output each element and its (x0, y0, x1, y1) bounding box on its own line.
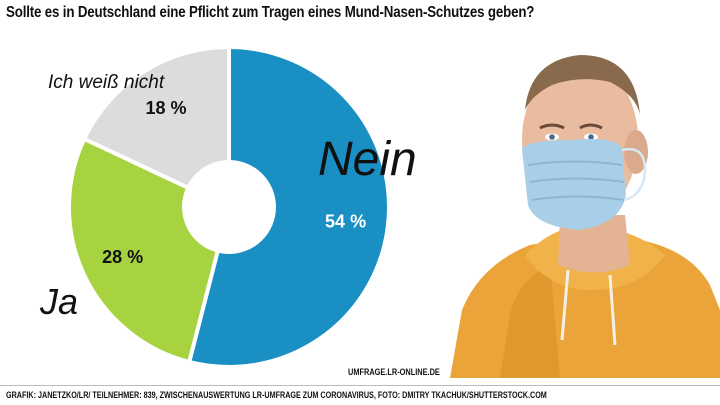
credits-text: GRAFIK: JANETZKO/LR/ TEILNEHMER: 839, ZW… (6, 390, 547, 400)
source-url: UMFRAGE.LR-ONLINE.DE (348, 367, 440, 377)
category-label-ja: Ja (40, 281, 79, 322)
value-label-ich-weiss-nicht: 18 % (146, 98, 187, 118)
donut-chart: 54 % 28 % 18 % (67, 44, 391, 369)
slice-nein (186, 44, 391, 369)
category-label-ich-weiss-nicht: Ich weiß nicht (48, 72, 165, 93)
credits-footer: GRAFIK: JANETZKO/LR/ TEILNEHMER: 839, ZW… (0, 385, 720, 405)
chart-area: 54 % 28 % 18 % Ich weiß nicht Nein Ja (0, 34, 450, 379)
donut-hole (182, 160, 276, 254)
category-label-nein: Nein (318, 133, 417, 186)
chart-title: Sollte es in Deutschland eine Pflicht zu… (6, 4, 535, 21)
man-with-mask-photo (440, 40, 720, 378)
value-label-nein: 54 % (325, 212, 366, 232)
slice-ich-weiss-nicht (81, 44, 231, 211)
value-label-ja: 28 % (102, 247, 143, 267)
